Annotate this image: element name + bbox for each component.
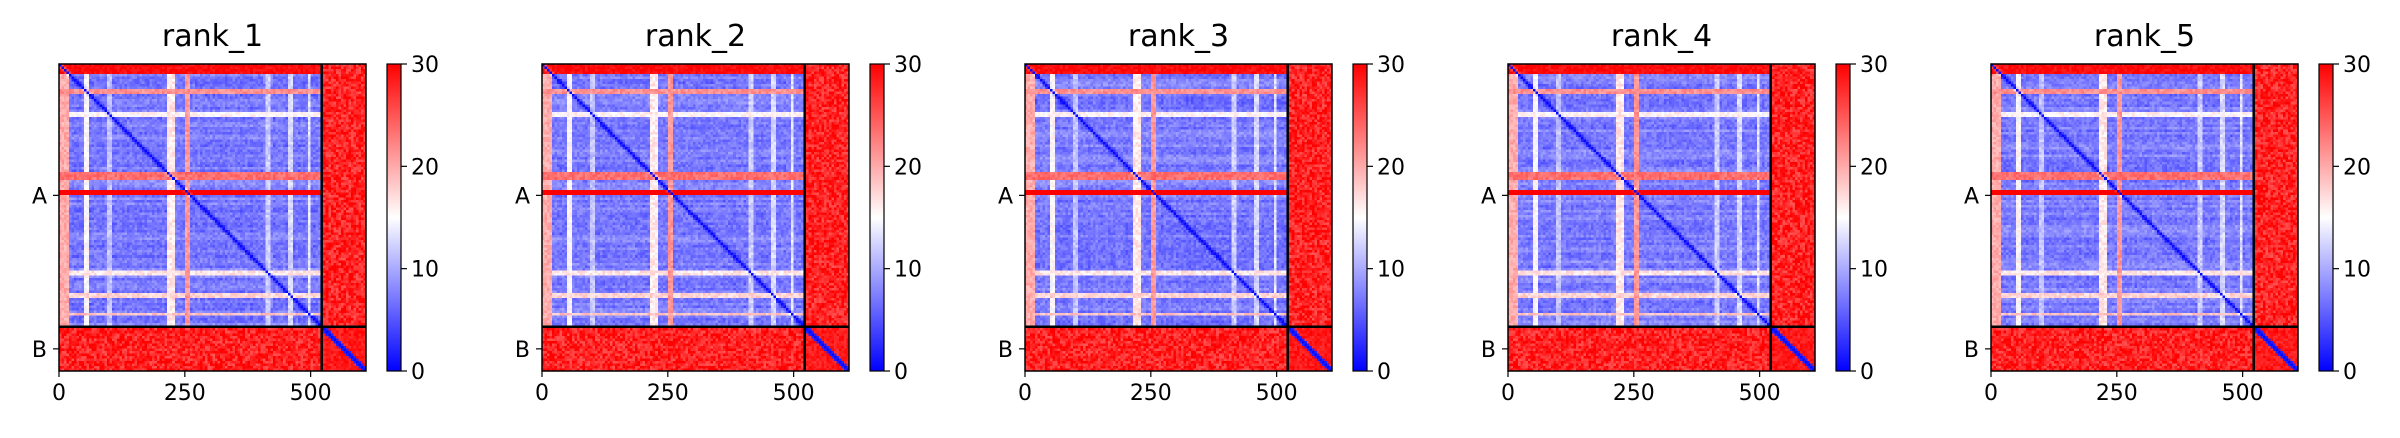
colorbar: 0 10 20 30 <box>1835 53 1888 385</box>
x-tick-label: 0 <box>52 381 66 406</box>
colorbar-frame <box>869 63 885 372</box>
colorbar-tick-label: 20 <box>2343 155 2371 180</box>
colorbar-tick-label: 30 <box>1860 53 1888 78</box>
chain-label-B: B <box>998 338 1013 363</box>
plot-frame <box>1990 63 2299 372</box>
colorbar-tick-label: 0 <box>2343 360 2357 385</box>
colorbar-tick-label: 20 <box>1377 155 1405 180</box>
colorbar-tick-label: 10 <box>411 258 439 283</box>
pae-heatmap <box>1025 64 1332 371</box>
x-tick-label: 500 <box>1739 381 1781 406</box>
colorbar-frame <box>1352 63 1368 372</box>
panel-title: rank_4 <box>1611 19 1712 54</box>
pae-heatmap <box>1991 64 2298 371</box>
colorbar-tick-label: 20 <box>411 155 439 180</box>
x-tick-label: 0 <box>1018 381 1032 406</box>
colorbar-tick-label: 30 <box>2343 53 2371 78</box>
colorbar-gradient <box>1353 64 1367 371</box>
chain-label-A: A <box>1964 184 1979 209</box>
colorbar-tick-label: 10 <box>1377 258 1405 283</box>
colorbar-frame <box>2318 63 2334 372</box>
panel-title: rank_5 <box>2094 19 2195 54</box>
chain-label-A: A <box>998 184 1013 209</box>
x-tick-label: 0 <box>535 381 549 406</box>
x-tick-label: 500 <box>773 381 815 406</box>
plot-frame <box>1024 63 1333 372</box>
colorbar-tick-label: 0 <box>1377 360 1391 385</box>
colorbar-tick-label: 20 <box>894 155 922 180</box>
x-tick-label: 0 <box>1501 381 1515 406</box>
x-tick-label: 500 <box>1256 381 1298 406</box>
colorbar-tick-label: 0 <box>411 360 425 385</box>
pae-heatmap <box>542 64 849 371</box>
colorbar: 0 10 20 30 <box>2318 53 2371 385</box>
x-tick-label: 250 <box>1130 381 1172 406</box>
colorbar: 0 10 20 30 <box>386 53 439 385</box>
colorbar-tick-label: 0 <box>894 360 908 385</box>
colorbar-tick-label: 30 <box>411 53 439 78</box>
colorbar-tick-label: 30 <box>894 53 922 78</box>
colorbar-gradient <box>2319 64 2333 371</box>
pae-heatmap <box>59 64 366 371</box>
colorbar-frame <box>386 63 402 372</box>
x-tick-label: 250 <box>2096 381 2138 406</box>
colorbar-tick-label: 0 <box>1860 360 1874 385</box>
plot-frame <box>1507 63 1816 372</box>
colorbar-frame <box>1835 63 1851 372</box>
colorbar-tick-label: 10 <box>894 258 922 283</box>
colorbar: 0 10 20 30 <box>869 53 922 385</box>
chain-label-B: B <box>1481 338 1496 363</box>
panel-title: rank_2 <box>645 19 746 54</box>
chain-label-A: A <box>32 184 47 209</box>
colorbar-gradient <box>870 64 884 371</box>
colorbar: 0 10 20 30 <box>1352 53 1405 385</box>
colorbar-tick-label: 10 <box>1860 258 1888 283</box>
chain-label-B: B <box>515 338 530 363</box>
colorbar-tick-label: 30 <box>1377 53 1405 78</box>
chain-label-A: A <box>1481 184 1496 209</box>
colorbar-tick-label: 10 <box>2343 258 2371 283</box>
x-tick-label: 250 <box>164 381 206 406</box>
chain-label-B: B <box>1964 338 1979 363</box>
colorbar-gradient <box>1836 64 1850 371</box>
x-tick-label: 500 <box>2222 381 2264 406</box>
colorbar-tick-label: 20 <box>1860 155 1888 180</box>
plot-frame <box>58 63 367 372</box>
x-tick-label: 500 <box>290 381 332 406</box>
colorbar-gradient <box>387 64 401 371</box>
pae-heatmap <box>1508 64 1815 371</box>
chain-label-B: B <box>32 338 47 363</box>
x-tick-label: 0 <box>1984 381 1998 406</box>
panel-title: rank_3 <box>1128 19 1229 54</box>
chain-label-A: A <box>515 184 530 209</box>
plot-frame <box>541 63 850 372</box>
x-tick-label: 250 <box>1613 381 1655 406</box>
x-tick-label: 250 <box>647 381 689 406</box>
panel-title: rank_1 <box>162 19 263 54</box>
